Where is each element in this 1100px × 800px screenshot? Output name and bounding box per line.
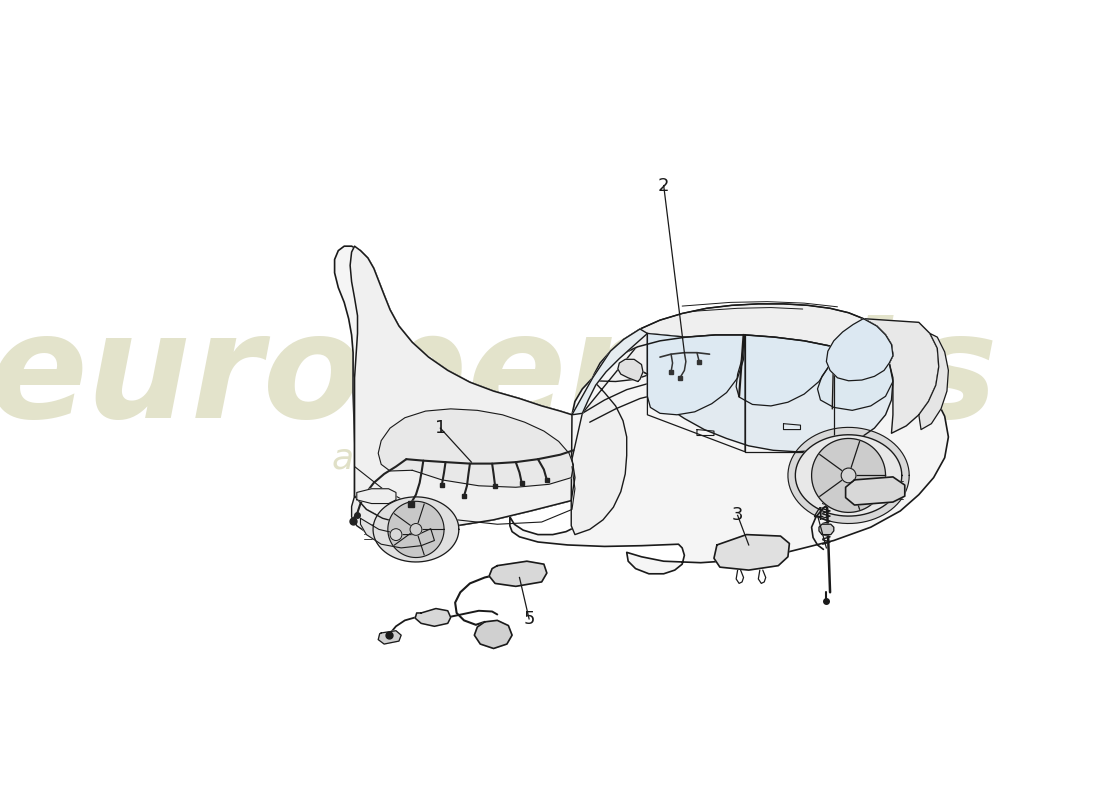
Polygon shape (736, 335, 834, 406)
Polygon shape (373, 497, 459, 562)
Polygon shape (352, 496, 438, 550)
Polygon shape (826, 318, 893, 381)
Text: europeparts: europeparts (0, 307, 999, 448)
Text: 4: 4 (812, 506, 823, 524)
Polygon shape (593, 304, 893, 378)
Text: 5: 5 (524, 610, 535, 628)
Polygon shape (820, 524, 834, 534)
Polygon shape (572, 329, 648, 414)
Polygon shape (378, 409, 573, 487)
Polygon shape (334, 246, 948, 574)
Circle shape (842, 468, 856, 483)
Circle shape (390, 529, 402, 541)
Polygon shape (788, 427, 910, 523)
Polygon shape (350, 246, 572, 527)
Polygon shape (356, 489, 396, 503)
Polygon shape (378, 630, 402, 644)
Text: 3: 3 (732, 506, 744, 524)
Polygon shape (618, 359, 644, 382)
Polygon shape (846, 477, 905, 505)
Polygon shape (648, 334, 745, 414)
Polygon shape (795, 434, 902, 516)
Polygon shape (918, 334, 948, 430)
Polygon shape (361, 518, 434, 548)
Polygon shape (648, 334, 893, 452)
Polygon shape (714, 534, 790, 570)
Text: 1: 1 (434, 419, 446, 437)
Polygon shape (571, 334, 666, 534)
Text: 2: 2 (658, 177, 670, 194)
Polygon shape (812, 438, 886, 513)
Polygon shape (864, 318, 938, 434)
Polygon shape (490, 562, 547, 586)
Circle shape (410, 523, 422, 535)
Polygon shape (415, 609, 451, 626)
Polygon shape (817, 346, 893, 410)
Text: a passion for parts since 1985: a passion for parts since 1985 (331, 442, 878, 476)
Polygon shape (388, 502, 444, 558)
Polygon shape (474, 620, 513, 649)
